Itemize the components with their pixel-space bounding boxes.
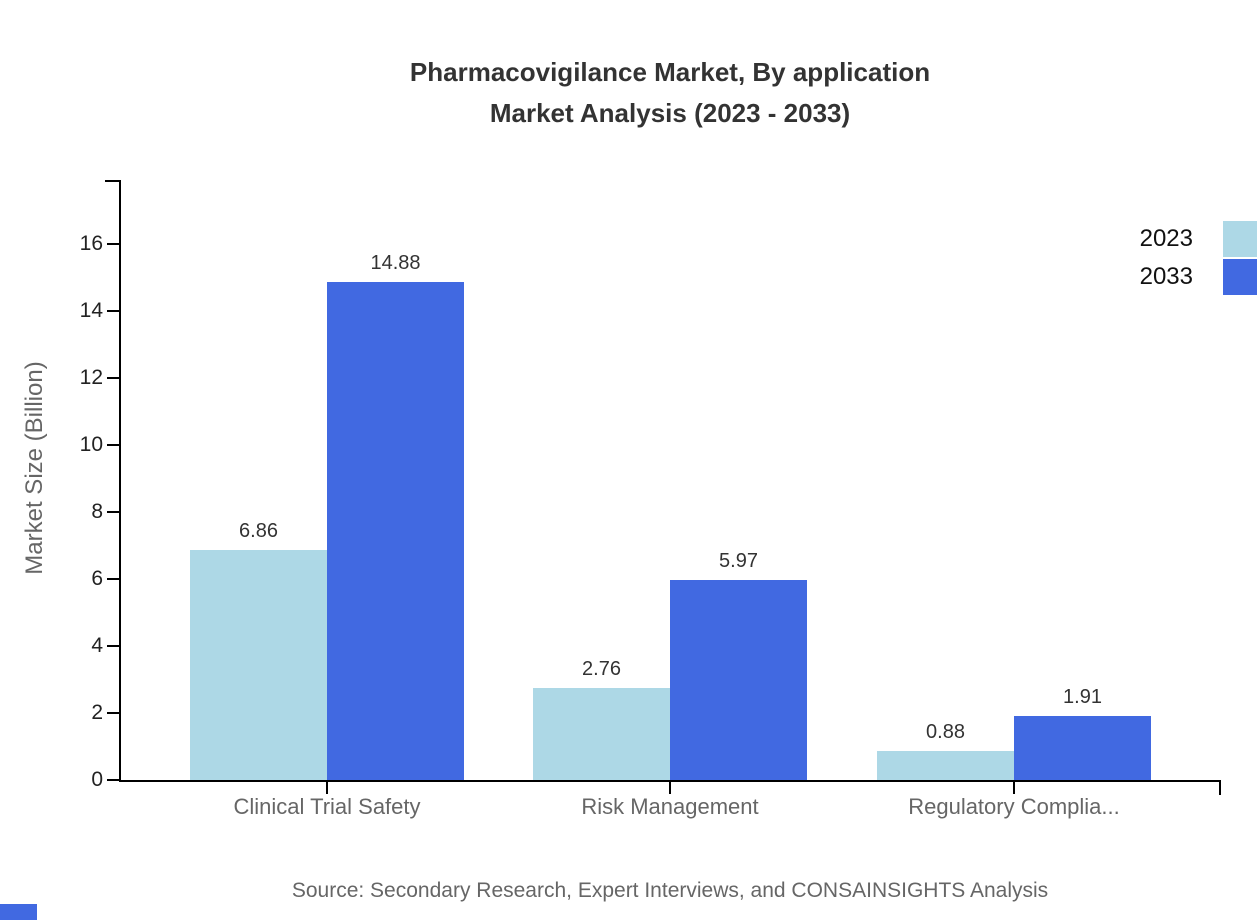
x-tick-mark xyxy=(1013,782,1015,794)
y-tick-mark xyxy=(107,712,119,714)
bar-2023 xyxy=(190,550,327,780)
brand-corner-mark xyxy=(0,904,37,920)
y-tick-mark xyxy=(107,645,119,647)
y-tick-label: 16 xyxy=(79,232,103,255)
y-tick-mark xyxy=(107,310,119,312)
x-axis-end-tick xyxy=(1219,780,1221,795)
y-tick-label: 0 xyxy=(91,768,103,791)
legend-label-2023: 2023 xyxy=(1139,225,1193,252)
bar-value-label: 1.91 xyxy=(1063,686,1102,708)
x-category-label: Regulatory Complia... xyxy=(908,794,1120,819)
x-tick-mark xyxy=(669,782,671,794)
y-tick-mark xyxy=(107,511,119,513)
bar-2033 xyxy=(327,282,464,780)
legend-label-2033: 2033 xyxy=(1139,263,1193,290)
source-note: Source: Secondary Research, Expert Inter… xyxy=(291,879,1049,902)
x-tick-mark xyxy=(326,782,328,794)
y-axis-line xyxy=(119,180,121,782)
y-tick-mark xyxy=(107,779,119,781)
x-category-label: Risk Management xyxy=(581,794,759,819)
y-tick-label: 6 xyxy=(91,567,103,590)
y-tick-mark xyxy=(107,243,119,245)
y-tick-label: 10 xyxy=(79,433,103,456)
bar-2023 xyxy=(877,751,1014,780)
legend-swatch-2033 xyxy=(1223,259,1257,295)
bar-value-label: 0.88 xyxy=(926,721,965,743)
bar-value-label: 14.88 xyxy=(370,252,421,274)
y-tick-label: 2 xyxy=(91,701,103,724)
bar-value-label: 5.97 xyxy=(719,550,758,572)
y-tick-label: 4 xyxy=(91,634,103,657)
y-tick-label: 8 xyxy=(91,500,103,523)
bar-2033 xyxy=(1014,716,1151,780)
y-tick-mark xyxy=(107,444,119,446)
x-category-label: Clinical Trial Safety xyxy=(233,794,421,819)
chart-title-line2: Market Analysis (2023 - 2033) xyxy=(489,98,851,128)
chart-title-line1: Pharmacovigilance Market, By application xyxy=(409,57,931,87)
y-tick-mark xyxy=(107,377,119,379)
y-tick-label: 12 xyxy=(79,366,103,389)
bar-2033 xyxy=(670,580,807,780)
bar-2023 xyxy=(533,688,670,780)
x-axis-line xyxy=(119,780,1221,782)
legend-swatch-2023 xyxy=(1223,221,1257,257)
y-tick-mark xyxy=(107,578,119,580)
bar-value-label: 2.76 xyxy=(582,658,621,680)
y-tick-label: 14 xyxy=(79,299,103,322)
y-axis-top-tick xyxy=(105,180,121,182)
chart-title: Pharmacovigilance Market, By application… xyxy=(80,52,1260,134)
bar-value-label: 6.86 xyxy=(239,520,278,542)
